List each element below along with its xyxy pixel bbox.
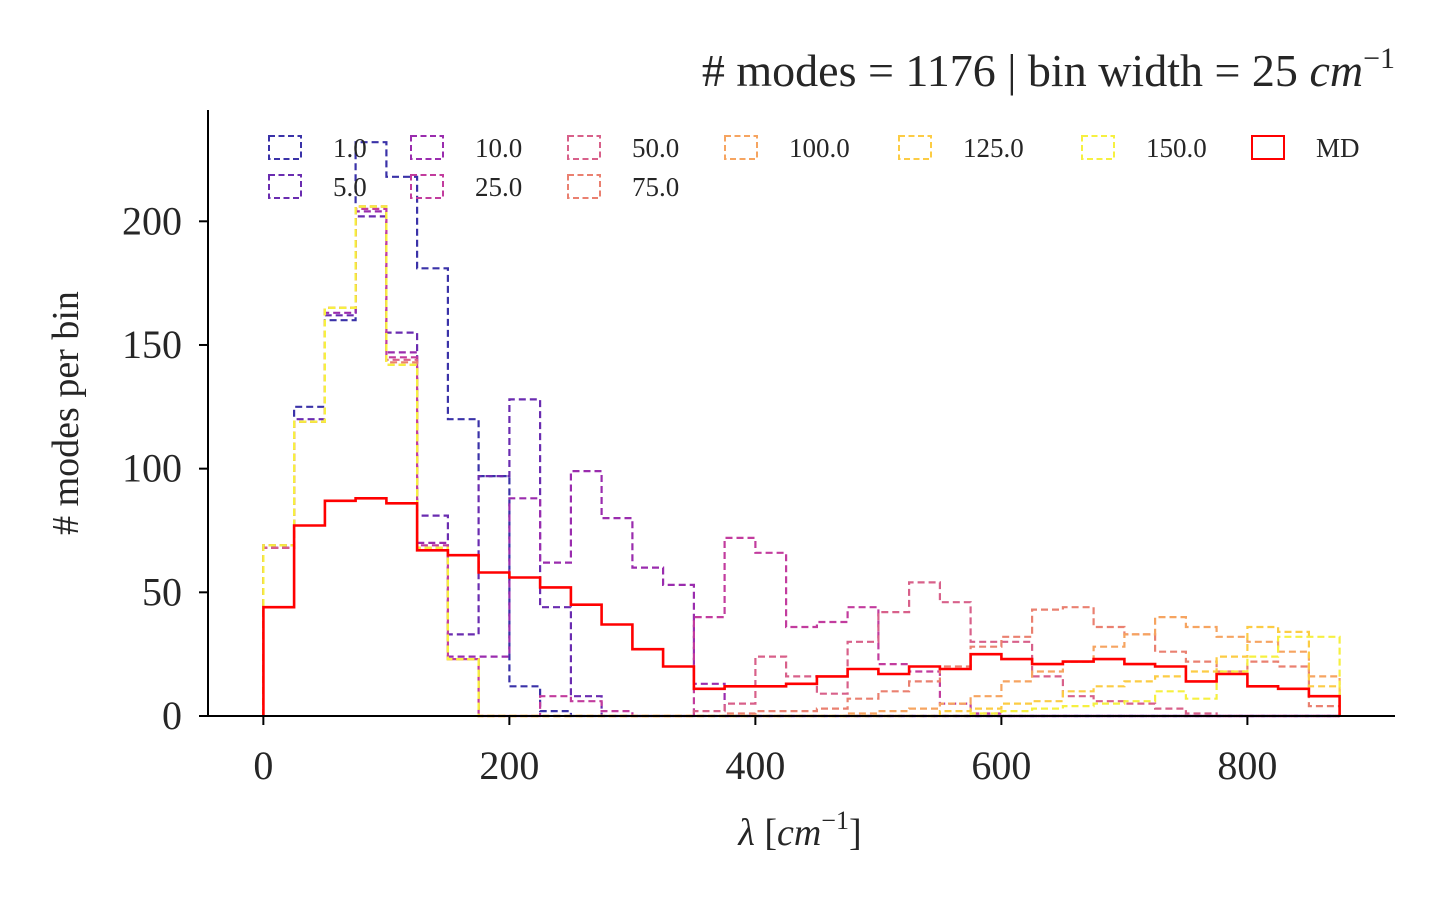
legend-item-1-0: 1.0 (268, 133, 367, 163)
series-line-25-0 (262, 207, 1340, 718)
legend-swatch (724, 135, 758, 160)
x-tick-label: 400 (725, 743, 785, 788)
legend-label: 125.0 (963, 133, 1024, 163)
legend-swatch (410, 135, 444, 160)
legend-item-MD: MD (1251, 133, 1360, 163)
legend-swatch (268, 174, 302, 199)
x-tick-label: 800 (1217, 743, 1277, 788)
legend-swatch (898, 135, 932, 160)
y-tick-label: 50 (142, 569, 182, 614)
series-line-150-0 (262, 205, 1341, 718)
series-line-50-0 (262, 205, 1340, 718)
legend-item-5-0: 5.0 (268, 172, 367, 202)
series-line-10-0 (262, 210, 1340, 718)
legend-swatch (1081, 135, 1115, 160)
legend-item-50-0: 50.0 (567, 133, 679, 163)
legend-swatch (567, 135, 601, 160)
legend: 1.0 5.0 10.0 25.0 50.0 75.0 100.0 125.0 150.0 MD (268, 133, 1360, 202)
legend-swatch (1251, 135, 1285, 160)
legend-label: 1.0 (333, 133, 367, 163)
legend-swatch (567, 174, 601, 199)
legend-item-10-0: 10.0 (410, 133, 522, 163)
chart-title: # modes = 1176 | bin width = 25 cm−1 (702, 42, 1395, 96)
axes: 0 200 400 600 800 0 50 100 150 200 (122, 110, 1395, 788)
legend-label: 25.0 (475, 172, 522, 202)
legend-label: 100.0 (789, 133, 850, 163)
x-tick-label: 200 (479, 743, 539, 788)
legend-item-100-0: 100.0 (724, 133, 850, 163)
plot-area (262, 141, 1341, 718)
x-tick-label: 600 (971, 743, 1031, 788)
legend-item-125-0: 125.0 (898, 133, 1024, 163)
legend-item-75-0: 75.0 (567, 172, 679, 202)
series-line-100-0 (262, 205, 1341, 718)
y-axis-label: # modes per bin (45, 291, 87, 535)
legend-label: 150.0 (1146, 133, 1207, 163)
legend-swatch (268, 135, 302, 160)
y-tick-label: 0 (162, 693, 182, 738)
series-line-5-0 (262, 215, 1340, 718)
y-tick-label: 100 (122, 446, 182, 491)
y-tick-label: 150 (122, 322, 182, 367)
x-tick-label: 0 (253, 743, 273, 788)
x-axis-label: λ [cm−1] (737, 806, 861, 854)
legend-swatch (410, 174, 444, 199)
series-line-1-0 (262, 141, 1340, 718)
legend-label: 5.0 (333, 172, 367, 202)
legend-label: MD (1316, 133, 1360, 163)
legend-label: 50.0 (632, 133, 679, 163)
series-line-125-0 (262, 205, 1341, 718)
legend-item-150-0: 150.0 (1081, 133, 1207, 163)
y-tick-label: 200 (122, 198, 182, 243)
series-line-MD (262, 497, 1341, 716)
legend-item-25-0: 25.0 (410, 172, 522, 202)
series-line-75-0 (262, 205, 1341, 718)
legend-label: 10.0 (475, 133, 522, 163)
legend-label: 75.0 (632, 172, 679, 202)
